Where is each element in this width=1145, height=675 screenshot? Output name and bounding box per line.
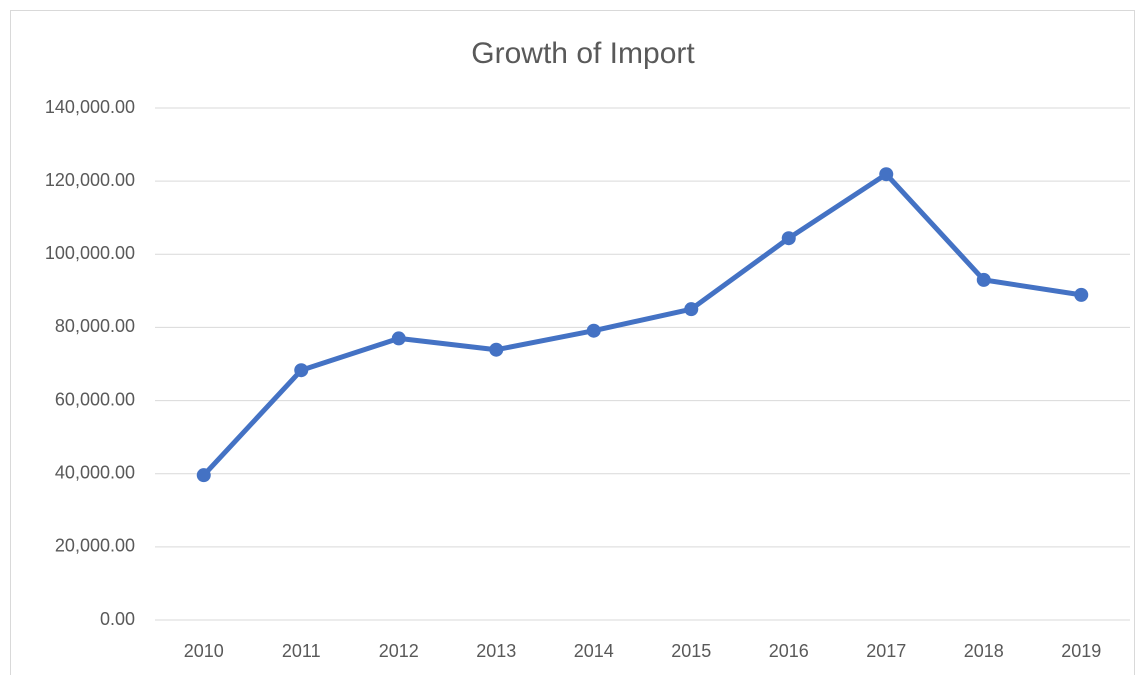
y-tick-label: 80,000.00 <box>55 316 135 336</box>
point <box>781 231 796 246</box>
point <box>489 342 504 357</box>
chart-title: Growth of Import <box>471 37 695 70</box>
x-tick-label: 2010 <box>184 641 224 661</box>
point <box>391 331 406 346</box>
point <box>196 468 211 483</box>
x-tick-label: 2018 <box>964 641 1004 661</box>
x-tick-label: 2017 <box>866 641 906 661</box>
x-tick-label: 2012 <box>379 641 419 661</box>
y-tick-label: 0.00 <box>100 609 135 629</box>
point <box>1074 287 1089 302</box>
x-tick-label: 2013 <box>476 641 516 661</box>
point <box>586 323 601 338</box>
line <box>201 171 1084 478</box>
y-tick-label: 20,000.00 <box>55 536 135 556</box>
x-tick-label: 2019 <box>1061 641 1101 661</box>
chart-frame <box>10 10 1135 675</box>
x-tick-label: 2014 <box>574 641 614 661</box>
x-tick-label: 2016 <box>769 641 809 661</box>
point <box>879 167 894 182</box>
y-tick-label: 140,000.00 <box>45 97 135 117</box>
y-tick-label: 120,000.00 <box>45 170 135 190</box>
point <box>976 272 991 287</box>
point <box>294 363 309 378</box>
y-tick-label: 100,000.00 <box>45 243 135 263</box>
point <box>684 302 699 317</box>
x-tick-label: 2015 <box>671 641 711 661</box>
y-tick-label: 40,000.00 <box>55 462 135 482</box>
x-tick-label: 2011 <box>282 641 321 661</box>
y-tick-label: 60,000.00 <box>55 389 135 409</box>
